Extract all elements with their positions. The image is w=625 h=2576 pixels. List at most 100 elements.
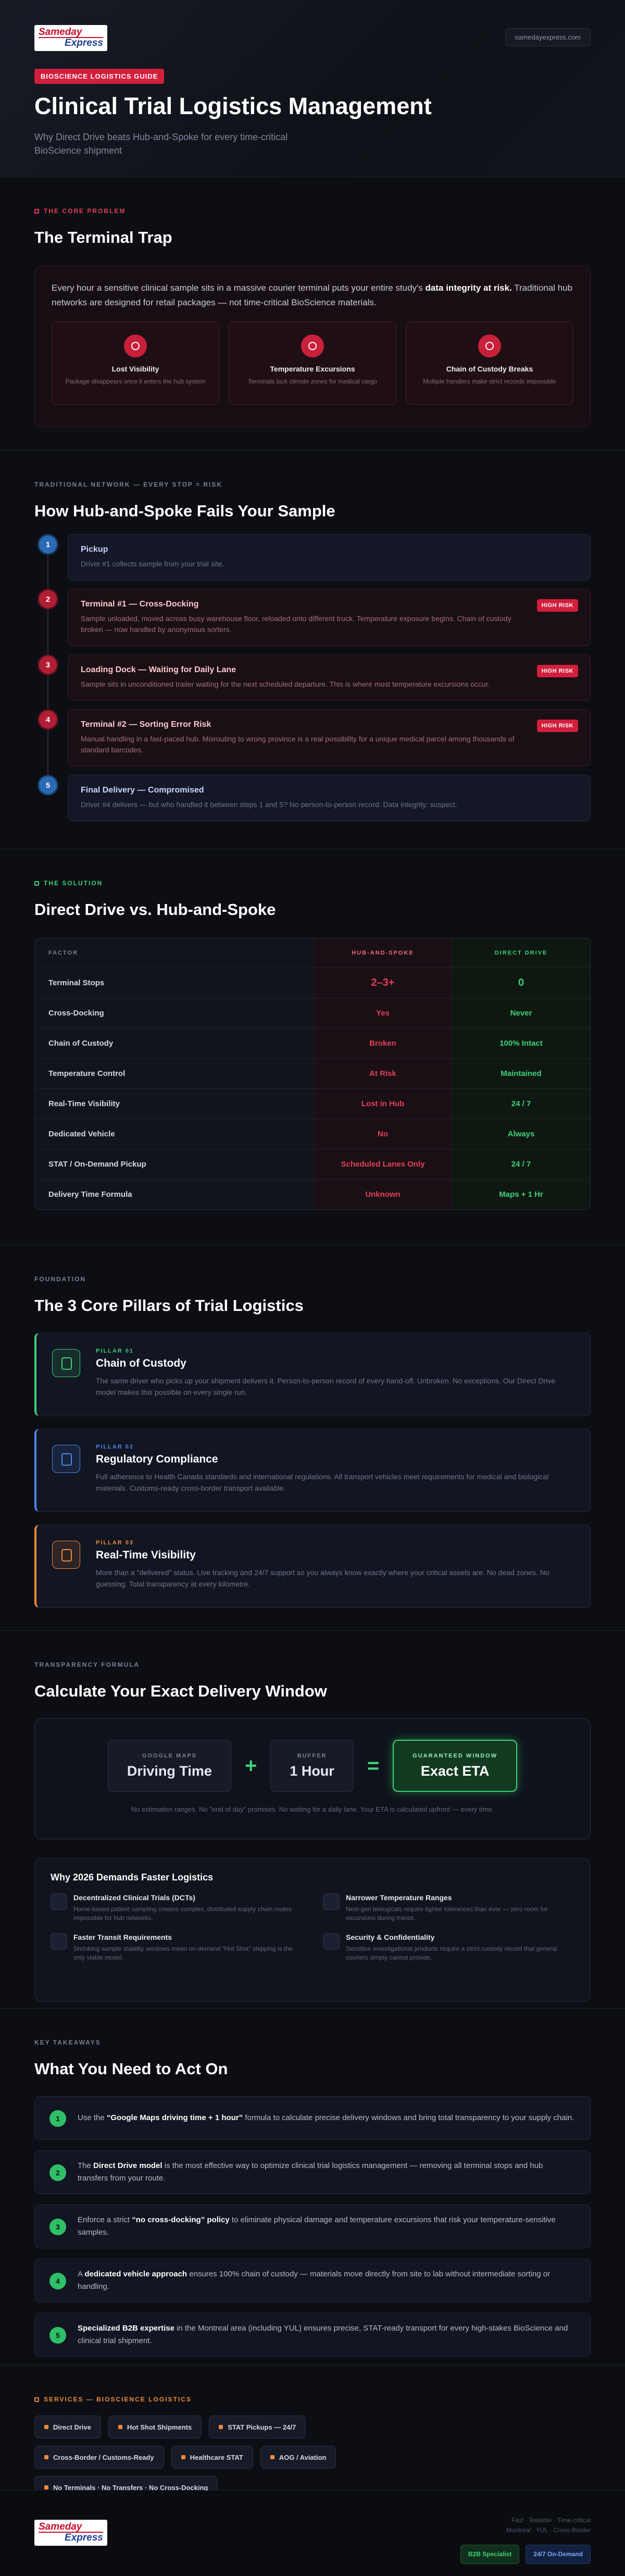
risk-card: Chain of Custody Breaks Multiple handlers… [406,321,573,405]
pillar-card: PILLAR 02 Regulatory Compliance Full adher… [34,1429,591,1512]
eyebrow-icon [34,2397,39,2402]
eyebrow: THE CORE PROBLEM [34,207,126,215]
risk-card: Temperature Excursions Terminals lack cli… [229,321,396,405]
takeaway: 4 A dedicated vehicle approach ensures 10… [34,2259,591,2302]
step-connector [47,675,48,709]
step-number: 4 [38,709,58,730]
step-text: Driver #4 delivers — but who handled it … [81,800,457,809]
table-cell: Cross-Docking [35,998,314,1028]
step-text: Driver #1 collects sample from your tria… [81,560,224,568]
step-card: Terminal #1 — Cross-Docking Sample unload… [68,589,591,646]
section-heading: What You Need to Act On [34,2060,228,2078]
step: 5 Final Delivery — Compromised Driver #4 d… [34,775,591,821]
column-header: DIRECT DRIVE [452,938,590,968]
table-cell: Temperature Control [35,1059,314,1088]
section-heading: Direct Drive vs. Hub-and-Spoke [34,900,276,919]
eyebrow-text: TRANSPARENCY FORMULA [34,1661,140,1668]
table-row: Cross-Docking Yes Never [35,998,590,1028]
formula-operator: + [244,1754,257,1777]
risk-title: Chain of Custody Breaks [446,365,533,373]
text-segment: The [78,2161,94,2170]
table-cell: 0 [452,968,590,998]
takeaway: 1 Use the “Google Maps driving time + 1 h… [34,2096,591,2140]
text-segment: data integrity at risk. [425,283,512,293]
table-cell: Real-Time Visibility [35,1089,314,1119]
table-cell: At Risk [314,1059,452,1088]
eyebrow-icon [34,209,39,214]
pillar-text: The same driver who picks up your shipme… [96,1377,556,1396]
pillar-icon [52,1445,80,1473]
footer-line: Montreal · YUL · Cross-Border [506,2527,591,2534]
formula-value: Driving Time [127,1763,212,1779]
formula-value: Exact ETA [420,1763,490,1779]
eyebrow: TRADITIONAL NETWORK — EVERY STOP = RISK [34,481,222,488]
table-cell: 24 / 7 [452,1149,590,1179]
takeaway-text: Use the “Google Maps driving time + 1 ho… [78,2112,574,2124]
text-segment: in the Montreal area (including YUL) ens… [78,2324,568,2345]
table-cell: Yes [314,998,452,1028]
table-row: Chain of Custody Broken 100% Intact [35,1028,590,1058]
footer-badges: B2B Specialist 24/7 On-Demand [460,2545,591,2564]
takeaway-list: 1 Use the “Google Maps driving time + 1 h… [34,2096,591,2367]
takeaway-number: 5 [49,2327,66,2344]
text-segment: Enforce a strict [78,2215,132,2224]
table-row: Terminal Stops 2–3+ 0 [35,968,590,998]
text-segment: A [78,2270,85,2278]
takeaway-text: Enforce a strict “no cross-docking” poli… [78,2214,574,2239]
takeaway-text: Specialized B2B expertise in the Montrea… [78,2322,574,2347]
eyebrow-text: FOUNDATION [34,1275,86,1283]
eyebrow-text: KEY TAKEAWAYS [34,2039,101,2046]
footer-badge: B2B Specialist [460,2545,520,2564]
step-card: Terminal #2 — Sorting Error Risk Manual h… [68,709,591,766]
logo-line: Sameday [39,2522,103,2533]
takeaways-section: KEY TAKEAWAYS What You Need to Act On 1 Use… [0,2009,625,2366]
section-heading: Calculate Your Exact Delivery Window [34,1682,327,1700]
formula-section: TRANSPARENCY FORMULA Calculate Your Exact… [0,1631,625,2009]
step-connector [47,730,48,775]
table-cell: 2–3+ [314,968,452,998]
text-segment: Use the [78,2113,107,2122]
formula-operator: = [367,1754,380,1777]
table-cell: Delivery Time Formula [35,1180,314,1209]
takeaway-number: 3 [49,2219,66,2235]
risk-tag: HIGH RISK [536,599,578,612]
risk-card: Lost Visibility Package disappears once i… [52,321,219,405]
why-title: Decentralized Clinical Trials (DCTs) [73,1893,195,1902]
service-tag: Direct Drive [34,2416,101,2438]
logo: Sameday Express [34,2520,107,2546]
eyebrow: THE SOLUTION [34,880,103,887]
logo-line: Express [65,2532,103,2543]
eyebrow-icon [34,881,39,886]
formula-label: GUARANTEED WINDOW [413,1752,498,1759]
step-text: Sample sits in unconditioned trailer wai… [81,680,490,688]
eyebrow: TRANSPARENCY FORMULA [34,1661,140,1668]
why-box: Why 2026 Demands Faster Logistics Decentr… [34,1858,591,2002]
step-title: Loading Dock — Waiting for Daily Lane [81,665,236,674]
solution-section: THE SOLUTION Direct Drive vs. Hub-and-Spo… [0,849,625,1245]
text-segment: formula to calculate precise delivery wi… [243,2113,574,2122]
table-cell: STAT / On-Demand Pickup [35,1149,314,1179]
page-title: Clinical Trial Logistics Management [34,93,432,119]
problem-box: Every hour a sensitive clinical sample s… [34,266,591,427]
text-segment: Specialized B2B expertise [78,2324,174,2333]
step-text: Sample unloaded, moved across busy wareh… [81,614,511,634]
step-title: Final Delivery — Compromised [81,786,204,795]
takeaway: 3 Enforce a strict “no cross-docking” pol… [34,2205,591,2248]
pillars: PILLAR 01 Chain of Custody The same driver… [34,1333,591,1620]
takeaway: 5 Specialized B2B expertise in the Montre… [34,2313,591,2357]
pillar-label: PILLAR 01 [96,1348,134,1354]
risk-tag: HIGH RISK [536,665,578,677]
step-number: 2 [38,589,58,610]
services-section: SERVICES — BIOSCIENCE LOGISTICS Direct Dr… [0,2366,625,2499]
table-cell: 100% Intact [452,1029,590,1058]
takeaway-number: 2 [49,2164,66,2181]
formula-note: No estimation ranges. No "end of day" pr… [131,1805,494,1813]
pillar-text: Full adherence to Health Canada standard… [96,1472,549,1492]
step-connector [47,610,48,654]
step-title: Pickup [81,545,108,554]
text-segment: Traditional hub networks are designed fo… [52,283,573,307]
why-title: Security & Confidentiality [346,1933,435,1941]
problem-text: Every hour a sensitive clinical sample s… [52,281,573,310]
pillar-title: Regulatory Compliance [96,1453,218,1465]
